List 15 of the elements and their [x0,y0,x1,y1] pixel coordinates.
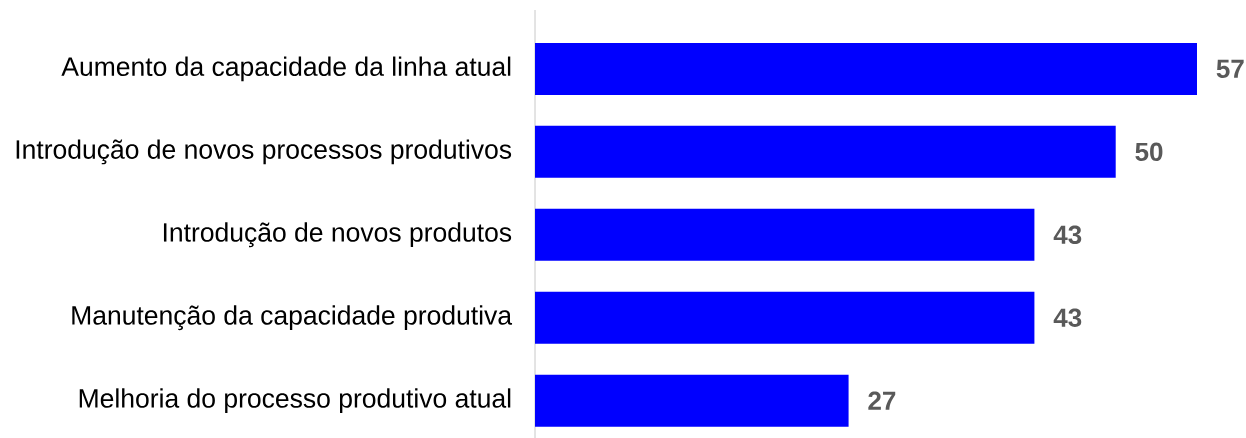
data-label: 43 [1053,308,1082,327]
bar [535,125,1116,178]
y-tick-label: Aumento da capacidade da linha atual [61,56,511,82]
data-label: 57 [1216,59,1244,78]
y-tick-label: Melhoria do processo produtivo atual [79,388,511,414]
y-tick-label: Introdução de novos processos produtivos [16,139,512,165]
data-label: 43 [1053,225,1082,245]
y-tick-label: Introdução de novos produtos [163,222,512,248]
bar [535,42,1198,95]
bar [535,291,1035,344]
data-label: 50 [1135,142,1163,162]
bar [535,374,849,427]
y-tick-label: Manutenção da capacidade produtiva [72,305,513,331]
data-label: 27 [868,391,896,410]
bar [535,208,1035,261]
